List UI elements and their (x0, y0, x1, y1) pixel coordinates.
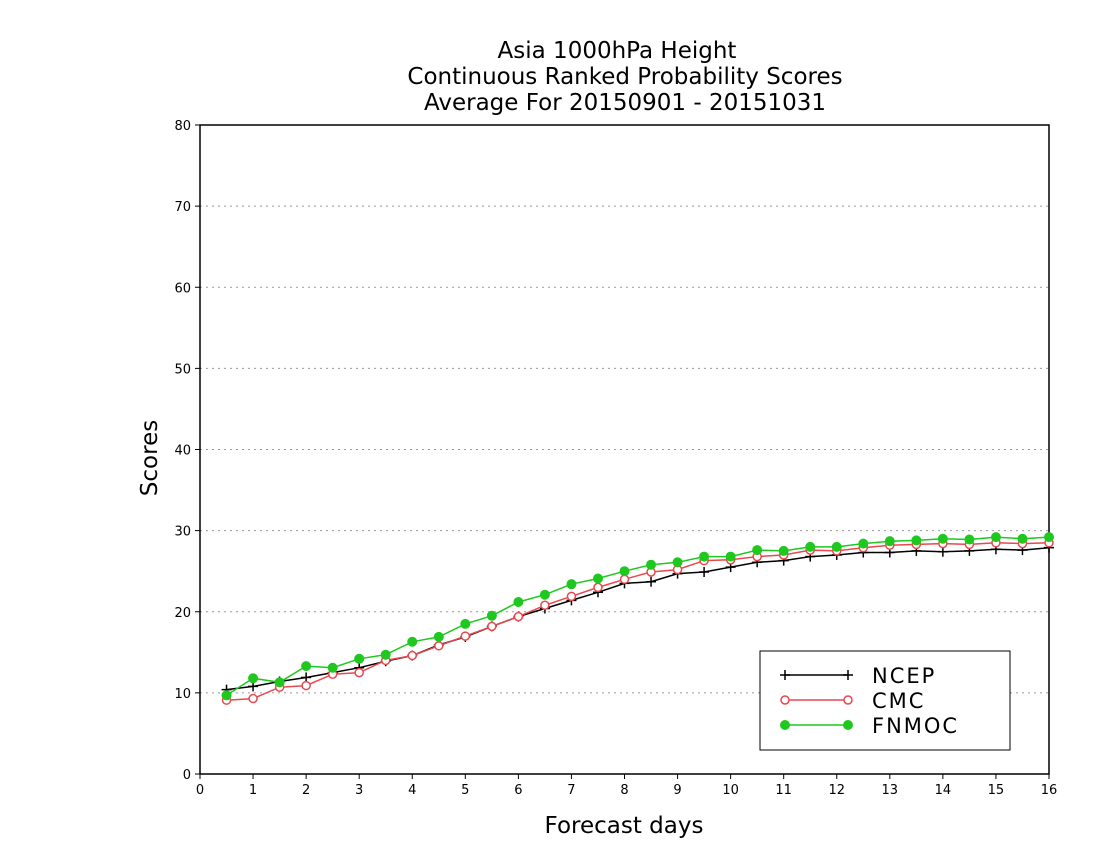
data-point (699, 566, 710, 577)
data-point (274, 677, 285, 688)
data-point (354, 653, 365, 664)
data-point (831, 541, 842, 552)
data-point (725, 551, 736, 562)
legend-label: CMC (872, 689, 925, 713)
data-point (221, 690, 232, 701)
data-point (540, 600, 550, 611)
data-point (434, 641, 444, 651)
legend-label: FNMOC (872, 714, 959, 738)
title-line-1: Asia 1000hPa Height (498, 38, 737, 64)
data-point (937, 546, 948, 557)
data-point (593, 582, 603, 593)
x-tick-label: 13 (882, 783, 899, 798)
x-tick-label: 12 (828, 783, 845, 798)
data-point (1044, 532, 1054, 543)
x-tick-label: 0 (196, 783, 204, 798)
data-point (460, 631, 471, 641)
data-point (301, 661, 312, 672)
data-point (248, 693, 258, 704)
data-point (301, 672, 312, 683)
data-point (486, 610, 497, 621)
y-tick-label: 0 (183, 768, 191, 783)
data-point (780, 670, 790, 680)
data-point (990, 532, 1001, 543)
data-point (1017, 533, 1028, 544)
data-point (487, 621, 497, 632)
data-point (780, 720, 790, 730)
data-point (619, 566, 630, 577)
data-point (592, 573, 603, 584)
data-point (752, 545, 763, 556)
data-point (539, 589, 550, 600)
data-point (843, 670, 853, 680)
x-axis-title: Forecast days (545, 813, 704, 839)
y-tick-label: 60 (174, 281, 191, 296)
y-tick-label: 20 (174, 606, 191, 621)
data-point (884, 536, 895, 547)
data-point (433, 631, 444, 642)
x-tick-label: 3 (355, 783, 363, 798)
data-point (354, 667, 364, 678)
title-line-2: Continuous Ranked Probability Scores (407, 64, 842, 90)
data-point (843, 720, 853, 730)
x-tick-label: 2 (302, 783, 310, 798)
data-point (566, 591, 577, 602)
x-tick-label: 1 (249, 783, 257, 798)
data-point (301, 680, 311, 691)
data-series (221, 532, 1054, 705)
data-point (327, 662, 338, 673)
data-point (646, 576, 657, 587)
y-tick-label: 50 (174, 362, 191, 377)
data-point (407, 650, 417, 661)
data-point (248, 673, 259, 684)
y-tick-label: 30 (174, 525, 191, 540)
x-tick-label: 6 (514, 783, 522, 798)
data-point (380, 649, 391, 660)
data-point (805, 541, 816, 552)
x-tick-label: 15 (988, 783, 1005, 798)
gridlines (200, 205, 1049, 694)
x-tick-label: 7 (567, 783, 575, 798)
data-point (407, 636, 418, 647)
x-tick-label: 5 (461, 783, 469, 798)
data-point (911, 535, 922, 546)
data-point (843, 695, 853, 705)
data-point (646, 559, 657, 570)
y-axis-title: Scores (137, 420, 163, 496)
data-point (780, 695, 790, 705)
data-point (460, 618, 471, 629)
data-point (513, 611, 524, 622)
y-tick-label: 40 (174, 444, 191, 459)
data-point (672, 557, 683, 568)
legend-item: NCEP (780, 664, 936, 688)
data-point (619, 574, 630, 585)
data-point (566, 579, 577, 590)
y-tick-label: 70 (174, 200, 191, 215)
series-fnmoc (221, 532, 1054, 701)
data-point (937, 533, 948, 544)
x-tick-label: 11 (775, 783, 792, 798)
chart-title: Asia 1000hPa Height Continuous Ranked Pr… (407, 38, 842, 116)
y-tick-label: 80 (174, 119, 191, 134)
data-point (513, 597, 524, 608)
x-tick-label: 14 (935, 783, 952, 798)
legend-item: CMC (780, 689, 925, 713)
legend-label: NCEP (872, 664, 936, 688)
x-tick-label: 9 (673, 783, 681, 798)
x-tick-label: 16 (1041, 783, 1058, 798)
legend-item: FNMOC (780, 714, 959, 738)
data-point (858, 538, 869, 549)
data-point (964, 534, 975, 545)
y-tick-label: 10 (174, 687, 191, 702)
x-tick-label: 10 (722, 783, 739, 798)
title-line-3: Average For 20150901 - 20151031 (424, 90, 826, 116)
x-tick-label: 4 (408, 783, 416, 798)
data-point (778, 545, 789, 556)
data-point (699, 551, 710, 562)
x-tick-label: 8 (620, 783, 628, 798)
